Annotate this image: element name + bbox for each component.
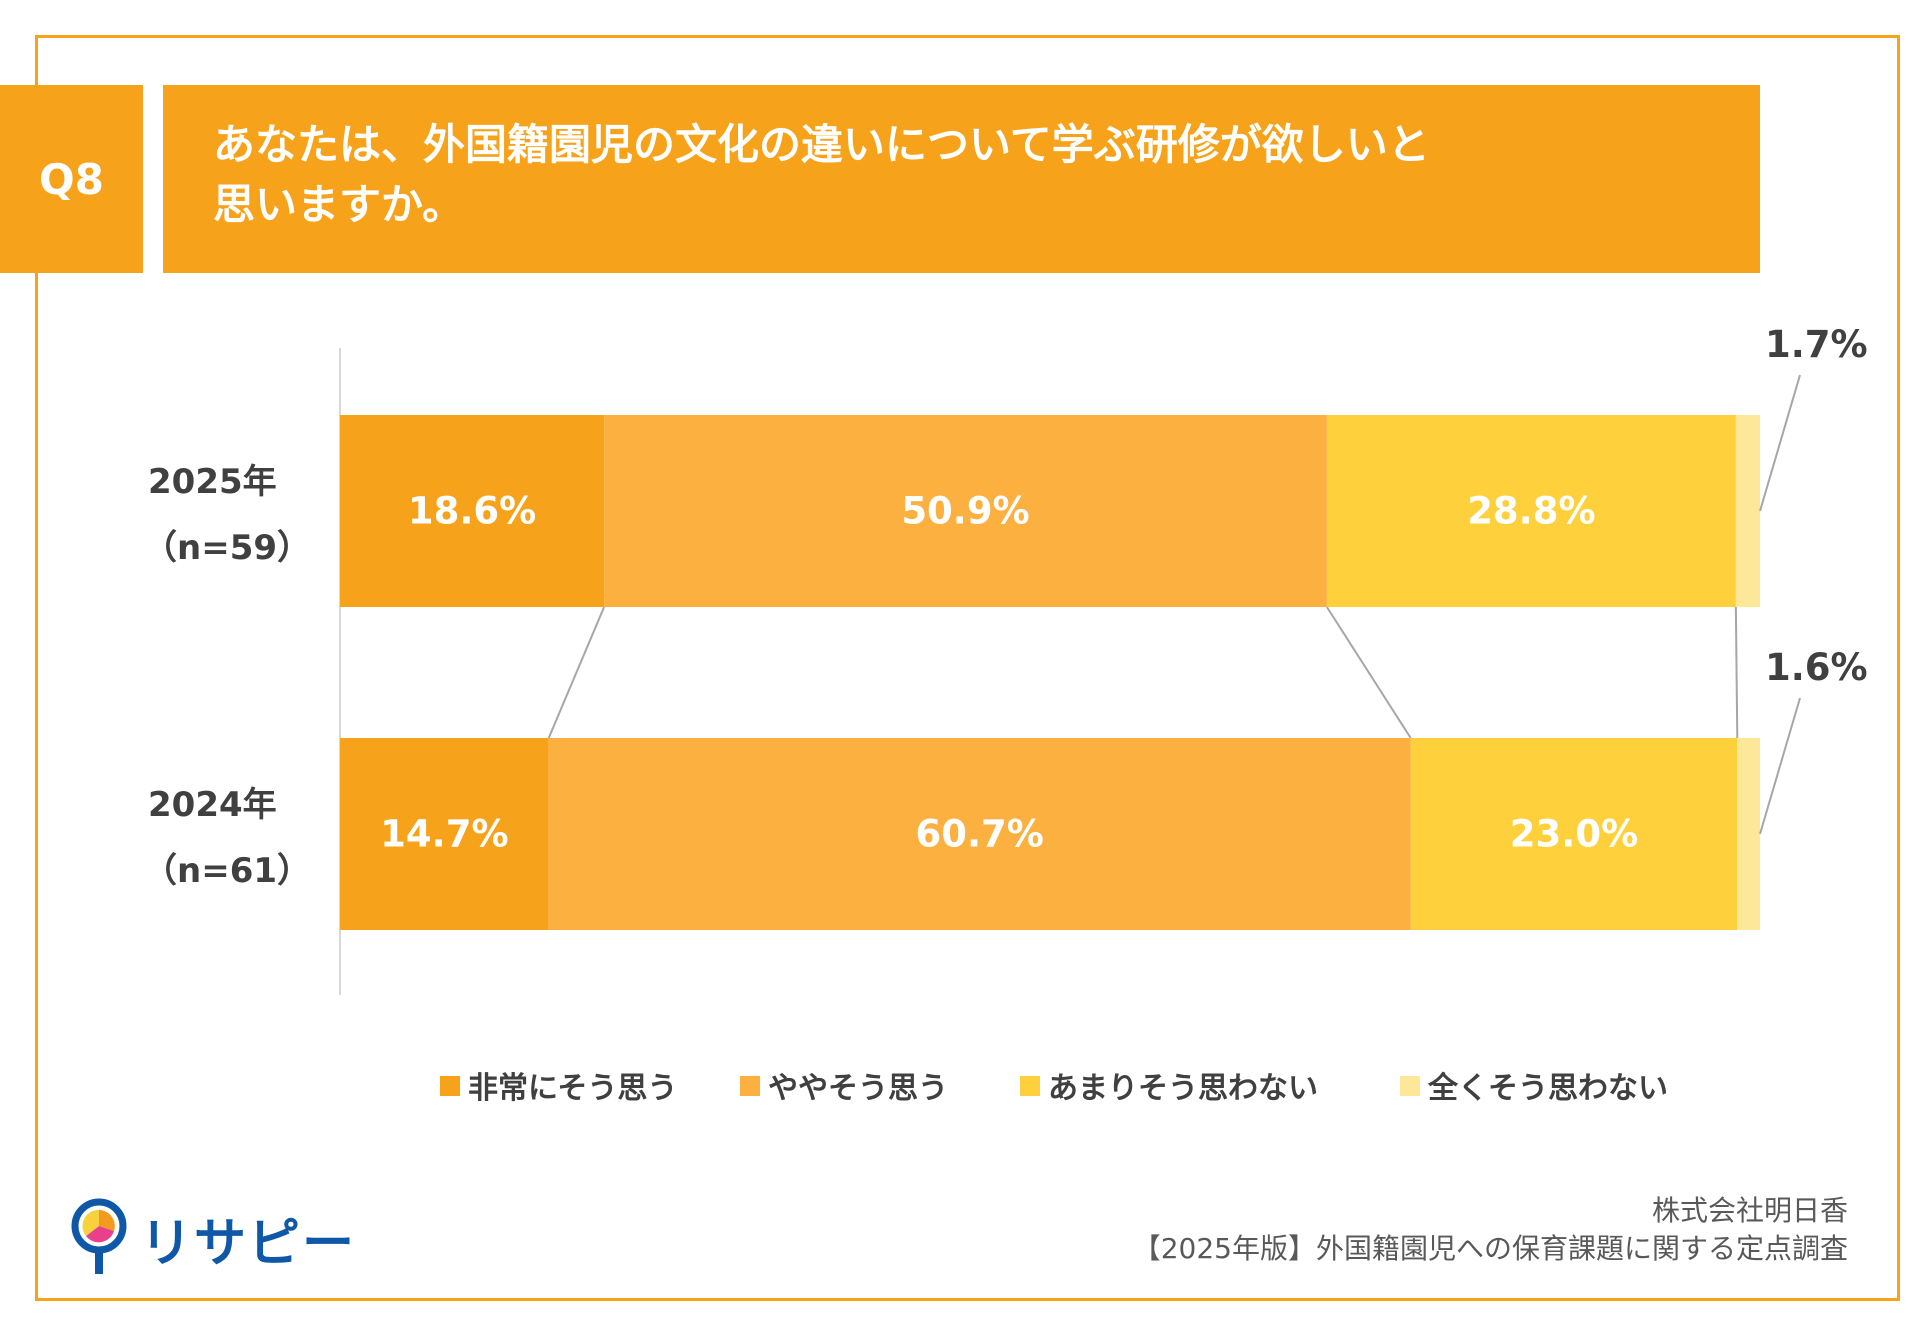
legend-swatch	[440, 1076, 460, 1096]
question-text-line2: 思いますか。	[213, 180, 465, 229]
bar-segment	[1737, 738, 1760, 930]
category-sub-label: （n=61）	[143, 851, 311, 891]
risapi-logo: リサピー	[70, 1198, 356, 1278]
frame-border	[35, 35, 1900, 1301]
source-company: 株式会社明日香	[1651, 1194, 1848, 1227]
category-label: 2025年	[148, 462, 277, 502]
data-label: 14.7%	[380, 813, 508, 856]
category-label: 2024年	[148, 785, 277, 825]
data-label: 60.7%	[916, 813, 1044, 856]
series-line	[1734, 606, 1739, 739]
bar-segment	[604, 415, 1327, 607]
data-label: 50.9%	[901, 490, 1029, 533]
data-label: 18.6%	[408, 490, 536, 533]
logo-pin-icon	[71, 1198, 127, 1274]
category-sub-label: （n=59）	[143, 528, 311, 568]
series-line	[1326, 606, 1412, 739]
data-label: 23.0%	[1510, 813, 1638, 856]
legend-label: 非常にそう思う	[468, 1071, 677, 1106]
legend-label: 全くそう思わない	[1427, 1071, 1668, 1106]
bar-segment	[1735, 415, 1760, 607]
data-label: 28.8%	[1467, 490, 1595, 533]
stacked-bar-chart: 18.6% 50.9% 28.8% 1.7% 2025年 （n=59） 14.7% 60.7%…	[143, 323, 1868, 1106]
legend-swatch	[740, 1076, 760, 1096]
question-number: Q8	[39, 154, 104, 204]
source-survey: 【2025年版】外国籍園児への保育課題に関する定点調査	[1132, 1232, 1848, 1265]
logo-wordmark: リサピー	[140, 1213, 357, 1274]
leader-line	[1759, 374, 1801, 512]
leader-line	[1759, 697, 1801, 835]
legend-label: ややそう思う	[768, 1071, 948, 1106]
question-badge: Q8	[0, 85, 143, 273]
question-banner: あなたは、外国籍園児の文化の違いについて学ぶ研修が欲しいと 思いますか。	[163, 85, 1760, 273]
legend-swatch	[1020, 1076, 1040, 1096]
series-line	[547, 606, 606, 739]
legend-swatch	[1400, 1076, 1420, 1096]
legend-label: あまりそう思わない	[1048, 1071, 1318, 1106]
data-label-outside: 1.7%	[1765, 323, 1868, 366]
bar-segment	[340, 738, 549, 930]
bar-segment	[340, 415, 605, 607]
bar-segment	[548, 738, 1411, 930]
bar-segment	[1326, 415, 1736, 607]
bar-segment	[1410, 738, 1738, 930]
question-text-line1: あなたは、外国籍園児の文化の違いについて学ぶ研修が欲しいと	[213, 120, 1430, 169]
source-note: 株式会社明日香 【2025年版】外国籍園児への保育課題に関する定点調査	[1133, 1192, 1848, 1268]
data-label-outside: 1.6%	[1765, 646, 1868, 689]
